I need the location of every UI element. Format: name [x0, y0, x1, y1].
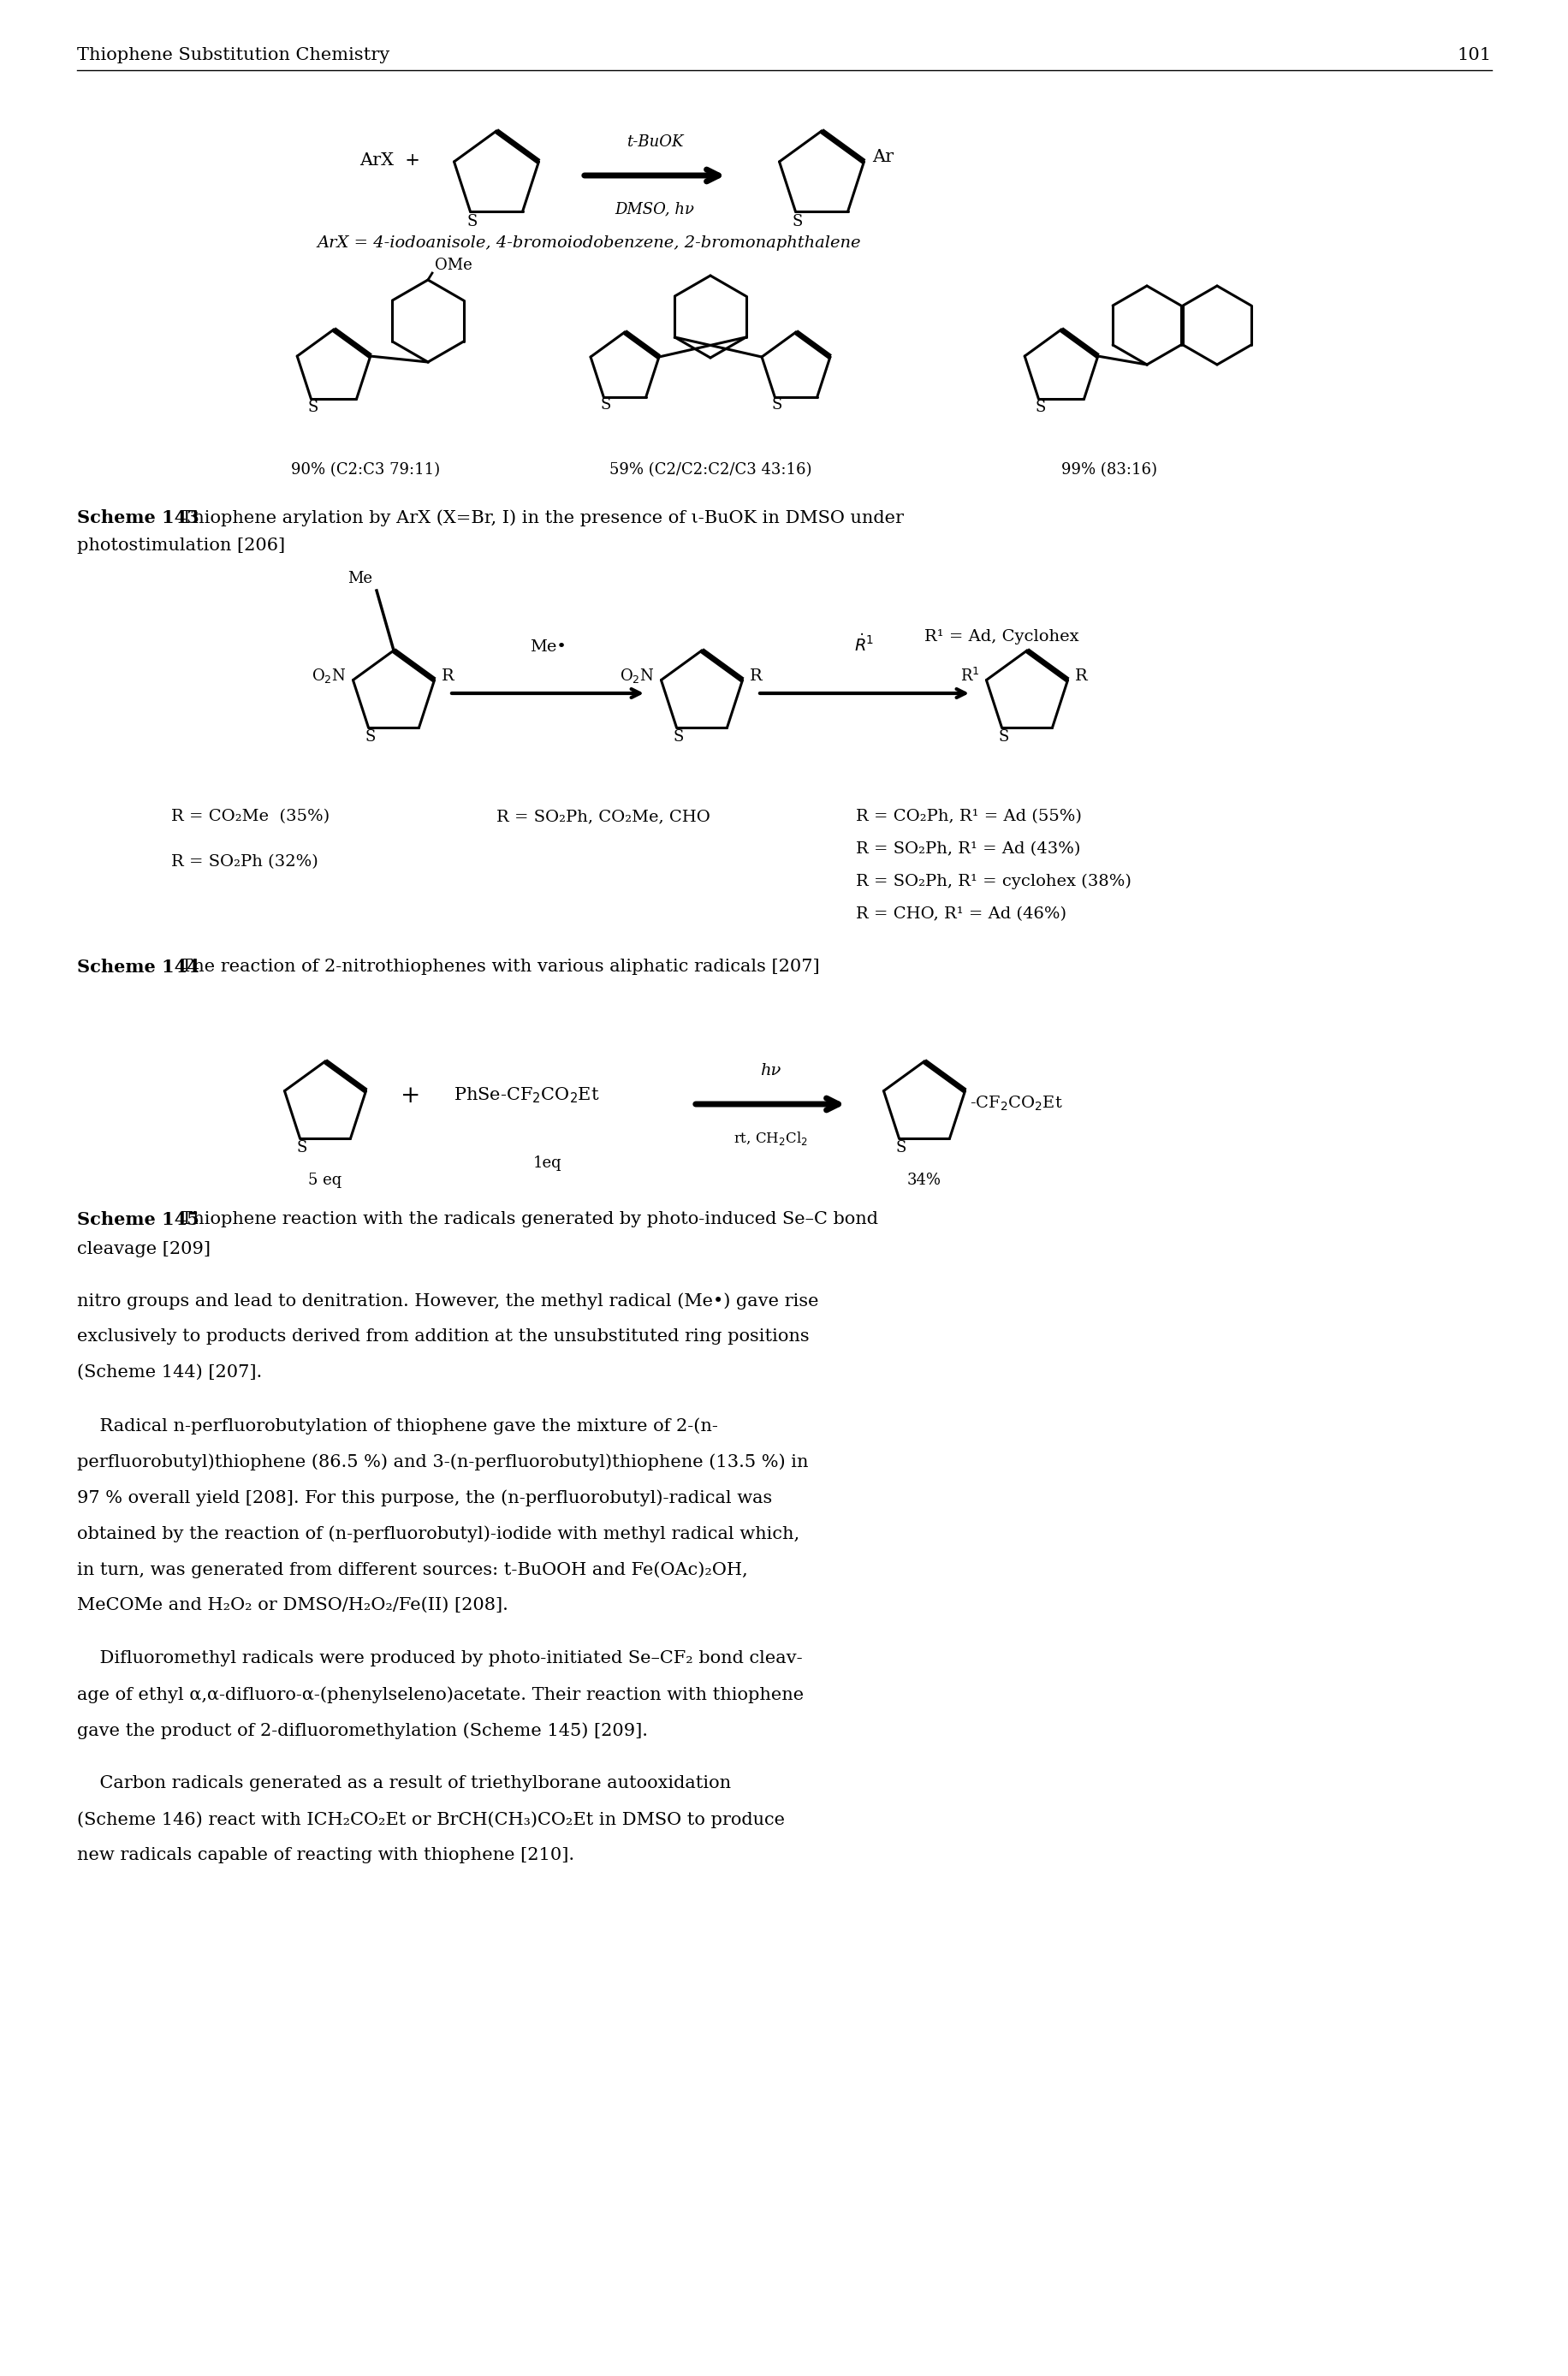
Text: S: S: [999, 729, 1008, 746]
Text: Carbon radicals generated as a result of triethylborane autooxidation: Carbon radicals generated as a result of…: [77, 1775, 731, 1792]
Text: 90% (C2:C3 79:11): 90% (C2:C3 79:11): [290, 463, 439, 478]
Text: 5 eq: 5 eq: [309, 1174, 342, 1188]
Text: R: R: [441, 668, 453, 684]
Text: Scheme 145: Scheme 145: [77, 1212, 199, 1228]
Text: Me•: Me•: [528, 639, 566, 656]
Text: ArX = 4-iodoanisole, 4-bromoiodobenzene, 2-bromonaphthalene: ArX = 4-iodoanisole, 4-bromoiodobenzene,…: [317, 235, 861, 252]
Text: hν: hν: [759, 1062, 781, 1079]
Text: 101: 101: [1457, 48, 1491, 64]
Text: S: S: [895, 1140, 906, 1155]
Text: 99% (83:16): 99% (83:16): [1060, 463, 1157, 478]
Text: S: S: [673, 729, 684, 746]
Text: S: S: [365, 729, 376, 746]
Text: +: +: [400, 1083, 420, 1107]
Text: R: R: [750, 668, 762, 684]
Text: R = SO₂Ph (32%): R = SO₂Ph (32%): [171, 855, 318, 870]
Text: S: S: [467, 214, 478, 228]
Text: Difluoromethyl radicals were produced by photo-initiated Se–CF₂ bond cleav-: Difluoromethyl radicals were produced by…: [77, 1651, 803, 1666]
Text: OMe: OMe: [434, 257, 472, 273]
Text: t-BuOK: t-BuOK: [626, 135, 682, 150]
Text: in turn, was generated from different sources: t-BuOOH and Fe(OAc)₂OH,: in turn, was generated from different so…: [77, 1561, 748, 1578]
Text: ArX  +: ArX +: [359, 152, 420, 169]
Text: The reaction of 2-nitrothiophenes with various aliphatic radicals [207]: The reaction of 2-nitrothiophenes with v…: [169, 958, 818, 974]
Text: S: S: [1035, 399, 1046, 416]
Text: rt, CH$_2$Cl$_2$: rt, CH$_2$Cl$_2$: [732, 1131, 808, 1148]
Text: (Scheme 146) react with ICH₂CO₂Et or BrCH(CH₃)CO₂Et in DMSO to produce: (Scheme 146) react with ICH₂CO₂Et or BrC…: [77, 1811, 784, 1827]
Text: 97 % overall yield [208]. For this purpose, the (n-perfluorobutyl)-radical was: 97 % overall yield [208]. For this purpo…: [77, 1490, 771, 1506]
Text: 1eq: 1eq: [533, 1155, 561, 1171]
Text: age of ethyl α,α-difluoro-α-(phenylseleno)acetate. Their reaction with thiophene: age of ethyl α,α-difluoro-α-(phenylselen…: [77, 1687, 803, 1704]
Text: gave the product of 2-difluoromethylation (Scheme 145) [209].: gave the product of 2-difluoromethylatio…: [77, 1723, 648, 1739]
Text: R = SO₂Ph, R¹ = Ad (43%): R = SO₂Ph, R¹ = Ad (43%): [856, 841, 1080, 858]
Text: obtained by the reaction of (n-perfluorobutyl)-iodide with methyl radical which,: obtained by the reaction of (n-perfluoro…: [77, 1525, 800, 1542]
Text: R = CO₂Ph, R¹ = Ad (55%): R = CO₂Ph, R¹ = Ad (55%): [856, 808, 1082, 824]
Text: O$_2$N: O$_2$N: [312, 668, 347, 684]
Text: R = SO₂Ph, R¹ = cyclohex (38%): R = SO₂Ph, R¹ = cyclohex (38%): [856, 874, 1131, 889]
Text: MeCOMe and H₂O₂ or DMSO/H₂O₂/Fe(II) [208].: MeCOMe and H₂O₂ or DMSO/H₂O₂/Fe(II) [208…: [77, 1597, 508, 1613]
Text: DMSO, hν: DMSO, hν: [615, 202, 695, 216]
Text: 59% (C2/C2:C2/C3 43:16): 59% (C2/C2:C2/C3 43:16): [608, 463, 811, 478]
Text: R$^1$: R$^1$: [960, 668, 978, 684]
Text: Thiophene Substitution Chemistry: Thiophene Substitution Chemistry: [77, 48, 389, 64]
Text: Thiophene arylation by ArX (X=Br, I) in the presence of ι-BuOK in DMSO under: Thiophene arylation by ArX (X=Br, I) in …: [169, 508, 903, 525]
Text: S: S: [307, 399, 318, 416]
Text: new radicals capable of reacting with thiophene [210].: new radicals capable of reacting with th…: [77, 1846, 574, 1863]
Text: nitro groups and lead to denitration. However, the methyl radical (Me•) gave ris: nitro groups and lead to denitration. Ho…: [77, 1293, 818, 1309]
Text: R = CHO, R¹ = Ad (46%): R = CHO, R¹ = Ad (46%): [856, 905, 1066, 922]
Text: 34%: 34%: [906, 1174, 941, 1188]
Text: photostimulation [206]: photostimulation [206]: [77, 537, 285, 554]
Text: (Scheme 144) [207].: (Scheme 144) [207].: [77, 1364, 262, 1380]
Text: S: S: [771, 397, 781, 413]
Text: S: S: [792, 214, 803, 228]
Text: R¹ = Ad, Cyclohex: R¹ = Ad, Cyclohex: [924, 630, 1079, 644]
Text: Radical n-perfluorobutylation of thiophene gave the mixture of 2-(n-: Radical n-perfluorobutylation of thiophe…: [77, 1418, 718, 1435]
Text: R: R: [1074, 668, 1087, 684]
Text: perfluorobutyl)thiophene (86.5 %) and 3-(n-perfluorobutyl)thiophene (13.5 %) in: perfluorobutyl)thiophene (86.5 %) and 3-…: [77, 1454, 808, 1471]
Text: R = CO₂Me  (35%): R = CO₂Me (35%): [171, 808, 329, 824]
Text: PhSe-CF$_2$CO$_2$Et: PhSe-CF$_2$CO$_2$Et: [453, 1086, 599, 1105]
Text: Me: Me: [347, 570, 372, 587]
Text: cleavage [209]: cleavage [209]: [77, 1240, 210, 1257]
Text: Scheme 144: Scheme 144: [77, 958, 199, 977]
Text: S: S: [296, 1140, 307, 1155]
Text: R = SO₂Ph, CO₂Me, CHO: R = SO₂Ph, CO₂Me, CHO: [495, 808, 710, 824]
Text: Thiophene reaction with the radicals generated by photo-induced Se–C bond: Thiophene reaction with the radicals gen…: [169, 1212, 878, 1228]
Text: $\dot{R}^1$: $\dot{R}^1$: [855, 634, 873, 656]
Text: Ar: Ar: [872, 150, 894, 166]
Text: -CF$_2$CO$_2$Et: -CF$_2$CO$_2$Et: [969, 1095, 1062, 1112]
Text: Scheme 143: Scheme 143: [77, 508, 199, 527]
Text: S: S: [601, 397, 610, 413]
Text: O$_2$N: O$_2$N: [619, 668, 654, 684]
Text: exclusively to products derived from addition at the unsubstituted ring position: exclusively to products derived from add…: [77, 1328, 809, 1345]
